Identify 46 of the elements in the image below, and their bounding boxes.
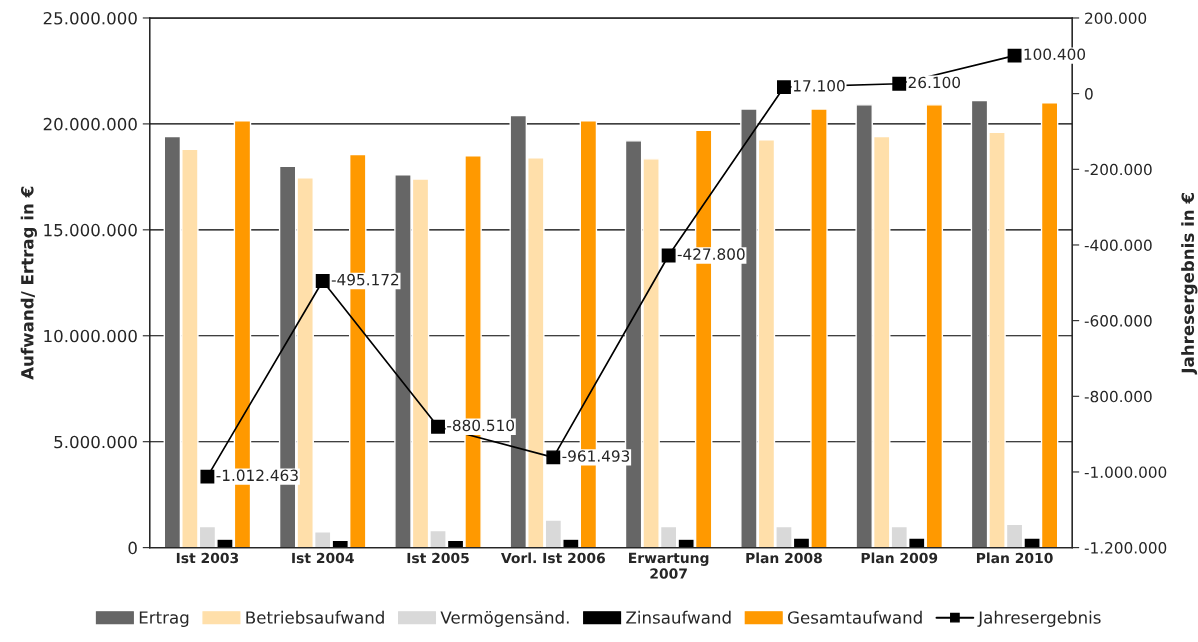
y-tick-label: 15.000.000 bbox=[44, 223, 137, 237]
legend-label: Vermögensänd. bbox=[440, 610, 569, 627]
y-tick-label: 5.000.000 bbox=[54, 435, 137, 449]
x-tick-label: Erwartung 2007 bbox=[629, 552, 709, 579]
data-label: -961.493 bbox=[562, 450, 630, 462]
data-label: 17.100 bbox=[793, 80, 845, 92]
data-label: 26.100 bbox=[908, 76, 961, 89]
y-tick-label: 25.000.000 bbox=[43, 11, 137, 25]
y-axis-title: Aufwand/ Ertrag in € bbox=[20, 186, 37, 380]
x-tick-label: Ist 2003 bbox=[176, 552, 239, 564]
data-label: -495.172 bbox=[331, 273, 399, 286]
y2-tick-label: -1.000.000 bbox=[1084, 466, 1167, 478]
legend-label: Ertrag bbox=[139, 611, 189, 627]
y-tick-label: 20.000.000 bbox=[43, 117, 137, 131]
point bbox=[546, 450, 561, 465]
point bbox=[315, 274, 330, 288]
y-tick-label: 0 bbox=[128, 541, 137, 555]
legend-label: Jahresergebnis bbox=[977, 610, 1101, 627]
point bbox=[431, 419, 445, 434]
x-tick-label: Plan 2010 bbox=[976, 552, 1053, 564]
point bbox=[776, 80, 791, 95]
legend-label: Gesamtaufwand bbox=[788, 610, 922, 624]
y-tick-label: 10.000.000 bbox=[44, 329, 137, 343]
y2-tick-label: -600.000 bbox=[1084, 315, 1152, 327]
data-label: -427.800 bbox=[677, 248, 745, 260]
y2-tick-label: -800.000 bbox=[1084, 390, 1152, 403]
legend-label: Betriebsaufwand bbox=[246, 610, 384, 624]
y2-tick-label: -1.200.000 bbox=[1084, 542, 1167, 554]
data-label: -880.510 bbox=[447, 419, 515, 432]
y2-tick-label: -200.000 bbox=[1084, 163, 1152, 176]
point bbox=[892, 76, 907, 91]
x-tick-label: Plan 2009 bbox=[861, 552, 938, 564]
point bbox=[1007, 48, 1022, 63]
x-tick-label: Plan 2008 bbox=[746, 552, 822, 564]
legend-label: Zinsaufwand bbox=[626, 610, 731, 624]
point bbox=[200, 469, 215, 484]
y2-tick-label: 200.000 bbox=[1085, 12, 1147, 24]
x-tick-label: Vorl. Ist 2006 bbox=[500, 552, 605, 564]
x-tick-label: Ist 2004 bbox=[292, 552, 354, 564]
y2-axis-title: Jahresergebnis in € bbox=[1181, 193, 1198, 375]
data-label: -1.012.463 bbox=[216, 469, 298, 482]
data-label: 100.400 bbox=[1024, 48, 1086, 61]
point bbox=[661, 248, 676, 263]
x-tick-label: Ist 2005 bbox=[407, 552, 469, 564]
y2-tick-label: -400.000 bbox=[1084, 239, 1152, 251]
y2-tick-label: 0 bbox=[1085, 88, 1093, 100]
